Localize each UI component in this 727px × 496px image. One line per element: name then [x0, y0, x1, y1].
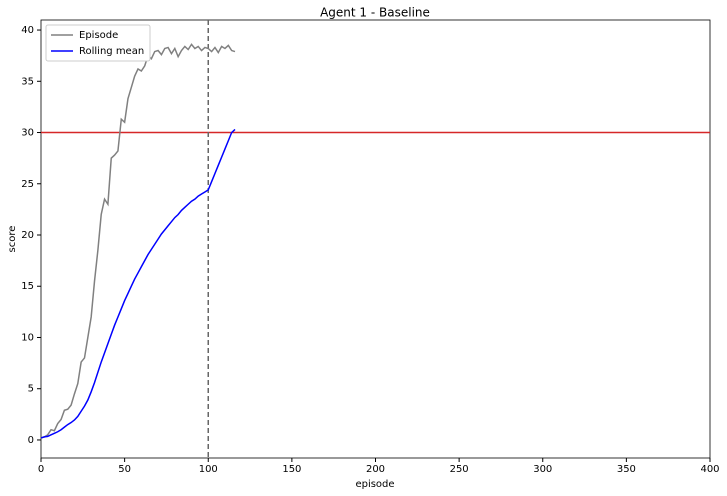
- y-axis-label: score: [7, 226, 18, 253]
- y-tick-label: 15: [21, 281, 34, 292]
- x-tick-label: 300: [533, 464, 552, 475]
- x-tick-label: 150: [282, 464, 301, 475]
- x-axis-label: episode: [355, 479, 394, 490]
- x-tick-label: 400: [700, 464, 719, 475]
- y-tick-label: 20: [21, 230, 34, 241]
- legend-box: [45, 24, 151, 62]
- x-tick-label: 350: [617, 464, 636, 475]
- y-tick-label: 10: [21, 332, 34, 343]
- x-tick-label: 100: [199, 464, 218, 475]
- y-tick-label: 25: [21, 179, 34, 190]
- y-tick-label: 30: [21, 128, 34, 139]
- x-tick-label: 0: [38, 464, 44, 475]
- legend-label: Episode: [79, 30, 118, 41]
- x-tick-label: 50: [118, 464, 131, 475]
- y-tick-label: 5: [28, 384, 34, 395]
- x-tick-label: 250: [450, 464, 469, 475]
- y-tick-label: 35: [21, 76, 34, 87]
- series-line: [40, 128, 236, 439]
- series-line: [40, 43, 236, 439]
- plot-area: [40, 19, 711, 459]
- legend-label: Rolling mean: [79, 46, 144, 57]
- y-tick-label: 40: [21, 25, 34, 36]
- chart-title: Agent 1 - Baseline: [320, 6, 430, 20]
- y-tick-label: 0: [28, 435, 34, 446]
- x-tick-label: 200: [366, 464, 385, 475]
